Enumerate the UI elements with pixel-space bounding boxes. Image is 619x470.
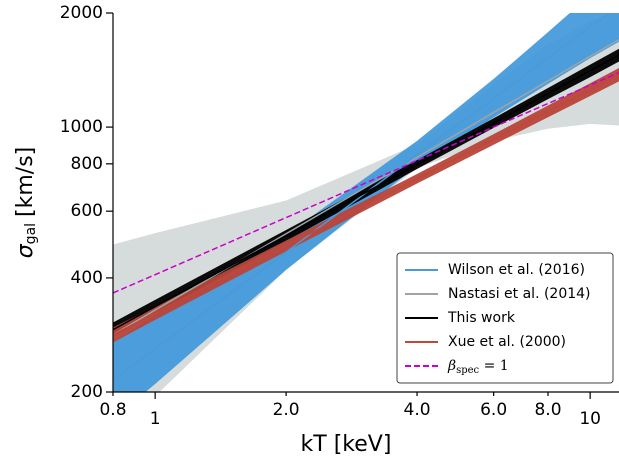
legend-label: βspec = 1 — [447, 358, 509, 376]
x-tick-label: 6.0 — [480, 400, 507, 420]
legend-name: This work — [447, 310, 516, 326]
axes: 200 400 600 800 1000 2000 0.8 1 2.0 4.0 6.0 8.0 10 kT… — [13, 3, 619, 457]
legend-name: Wilson et al. (2016) — [448, 262, 585, 278]
x-tick-label: 2.0 — [273, 400, 300, 420]
y-axis-label: σgal [km/s] — [13, 147, 39, 259]
y-tick-label: 200 — [71, 382, 103, 402]
plot-area — [113, 13, 619, 392]
y-tick-label: 800 — [71, 154, 103, 174]
y-tick-label: 1000 — [60, 117, 103, 137]
legend-name-subscript: spec — [456, 365, 479, 376]
y-tick-label: 2000 — [60, 3, 103, 23]
legend-label: Xue et al. (2000) — [448, 334, 566, 350]
legend-box — [396, 252, 614, 384]
y-label-symbol: σ — [13, 243, 38, 258]
x-tick-label: 1 — [150, 409, 161, 429]
series-line — [113, 73, 619, 336]
legend-name-suffix: = 1 — [479, 358, 509, 374]
legend-label: Nastasi et al. (2014) — [448, 286, 591, 302]
y-label-unit: [km/s] — [13, 147, 38, 217]
x-tick-label: 8.0 — [534, 400, 561, 420]
x-tick-label: 0.8 — [99, 400, 126, 420]
legend: Wilson et al. (2016) Nastasi et al. (2014… — [396, 252, 614, 384]
legend-name: β — [447, 358, 456, 374]
series-line — [113, 39, 619, 336]
x-tick-label: 10 — [579, 409, 601, 429]
y-tick-label: 400 — [71, 268, 103, 288]
legend-label: This work — [447, 310, 516, 326]
legend-name: Xue et al. (2000) — [448, 334, 566, 350]
x-axis-label: kT [keV] — [301, 432, 392, 457]
legend-name: Nastasi et al. (2014) — [448, 286, 591, 302]
series-line — [113, 71, 619, 294]
y-tick-label: 600 — [71, 201, 103, 221]
y-label-subscript: gal — [23, 223, 39, 244]
x-tick-label: 4.0 — [404, 400, 431, 420]
legend-label: Wilson et al. (2016) — [448, 262, 585, 278]
series-line — [113, 13, 611, 381]
